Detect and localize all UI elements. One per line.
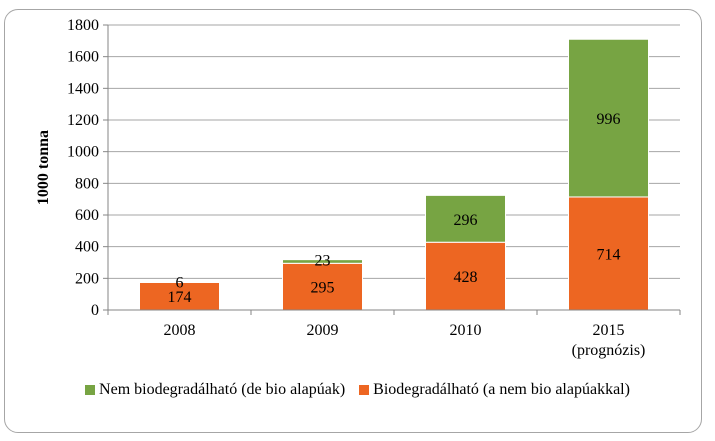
- axes: 0 200 400 600 800 1000 1200 1400 1600 1800 2008 200…: [35, 17, 681, 359]
- data-label: 23: [315, 253, 331, 270]
- y-tick-label: 600: [75, 207, 99, 224]
- data-label: 428: [454, 269, 478, 286]
- data-label: 6: [176, 275, 184, 292]
- bars: [139, 38, 649, 311]
- data-label: 295: [311, 280, 335, 297]
- bar-non-biodegradable: [139, 281, 220, 283]
- legend-swatch: [359, 385, 370, 395]
- bar-non-biodegradable: [282, 259, 363, 264]
- bar-non-biodegradable: [425, 194, 506, 243]
- y-tick-label: 0: [91, 302, 99, 319]
- data-label: 174: [168, 289, 192, 306]
- bar-biodegradable: [282, 262, 363, 311]
- y-tick-label: 400: [75, 239, 99, 256]
- y-tick-label: 1800: [67, 17, 99, 34]
- legend: Nem biodegradálható (de bio alapúak) Biod…: [0, 378, 715, 402]
- y-tick-label: 1400: [67, 80, 99, 97]
- x-tick-label: 2015: [593, 322, 625, 339]
- x-tick-label: 2008: [164, 322, 196, 339]
- y-tick-label: 200: [75, 270, 99, 287]
- y-tick-label: 800: [75, 175, 99, 192]
- bar-biodegradable: [425, 241, 506, 311]
- data-label: 996: [597, 111, 621, 128]
- y-axis-title: 1000 tonna: [35, 130, 52, 205]
- legend-label: Nem biodegradálható (de bio alapúak): [99, 381, 346, 398]
- data-label: 296: [454, 212, 478, 229]
- x-tick-label: 2009: [307, 322, 339, 339]
- y-tick-label: 1000: [67, 144, 99, 161]
- x-tick-sublabel: (prognózis): [572, 342, 646, 359]
- x-tick-label: 2010: [450, 322, 482, 339]
- y-tick-label: 1200: [67, 112, 99, 129]
- y-tick-label: 1600: [67, 49, 99, 66]
- legend-swatch: [85, 385, 96, 395]
- legend-item: Biodegradálható (a nem bio alapúakkal): [359, 381, 630, 399]
- data-label: 714: [597, 246, 621, 263]
- legend-label: Biodegradálható (a nem bio alapúakkal): [373, 381, 630, 398]
- legend-item: Nem biodegradálható (de bio alapúak): [85, 381, 345, 399]
- bar-non-biodegradable: [568, 38, 649, 198]
